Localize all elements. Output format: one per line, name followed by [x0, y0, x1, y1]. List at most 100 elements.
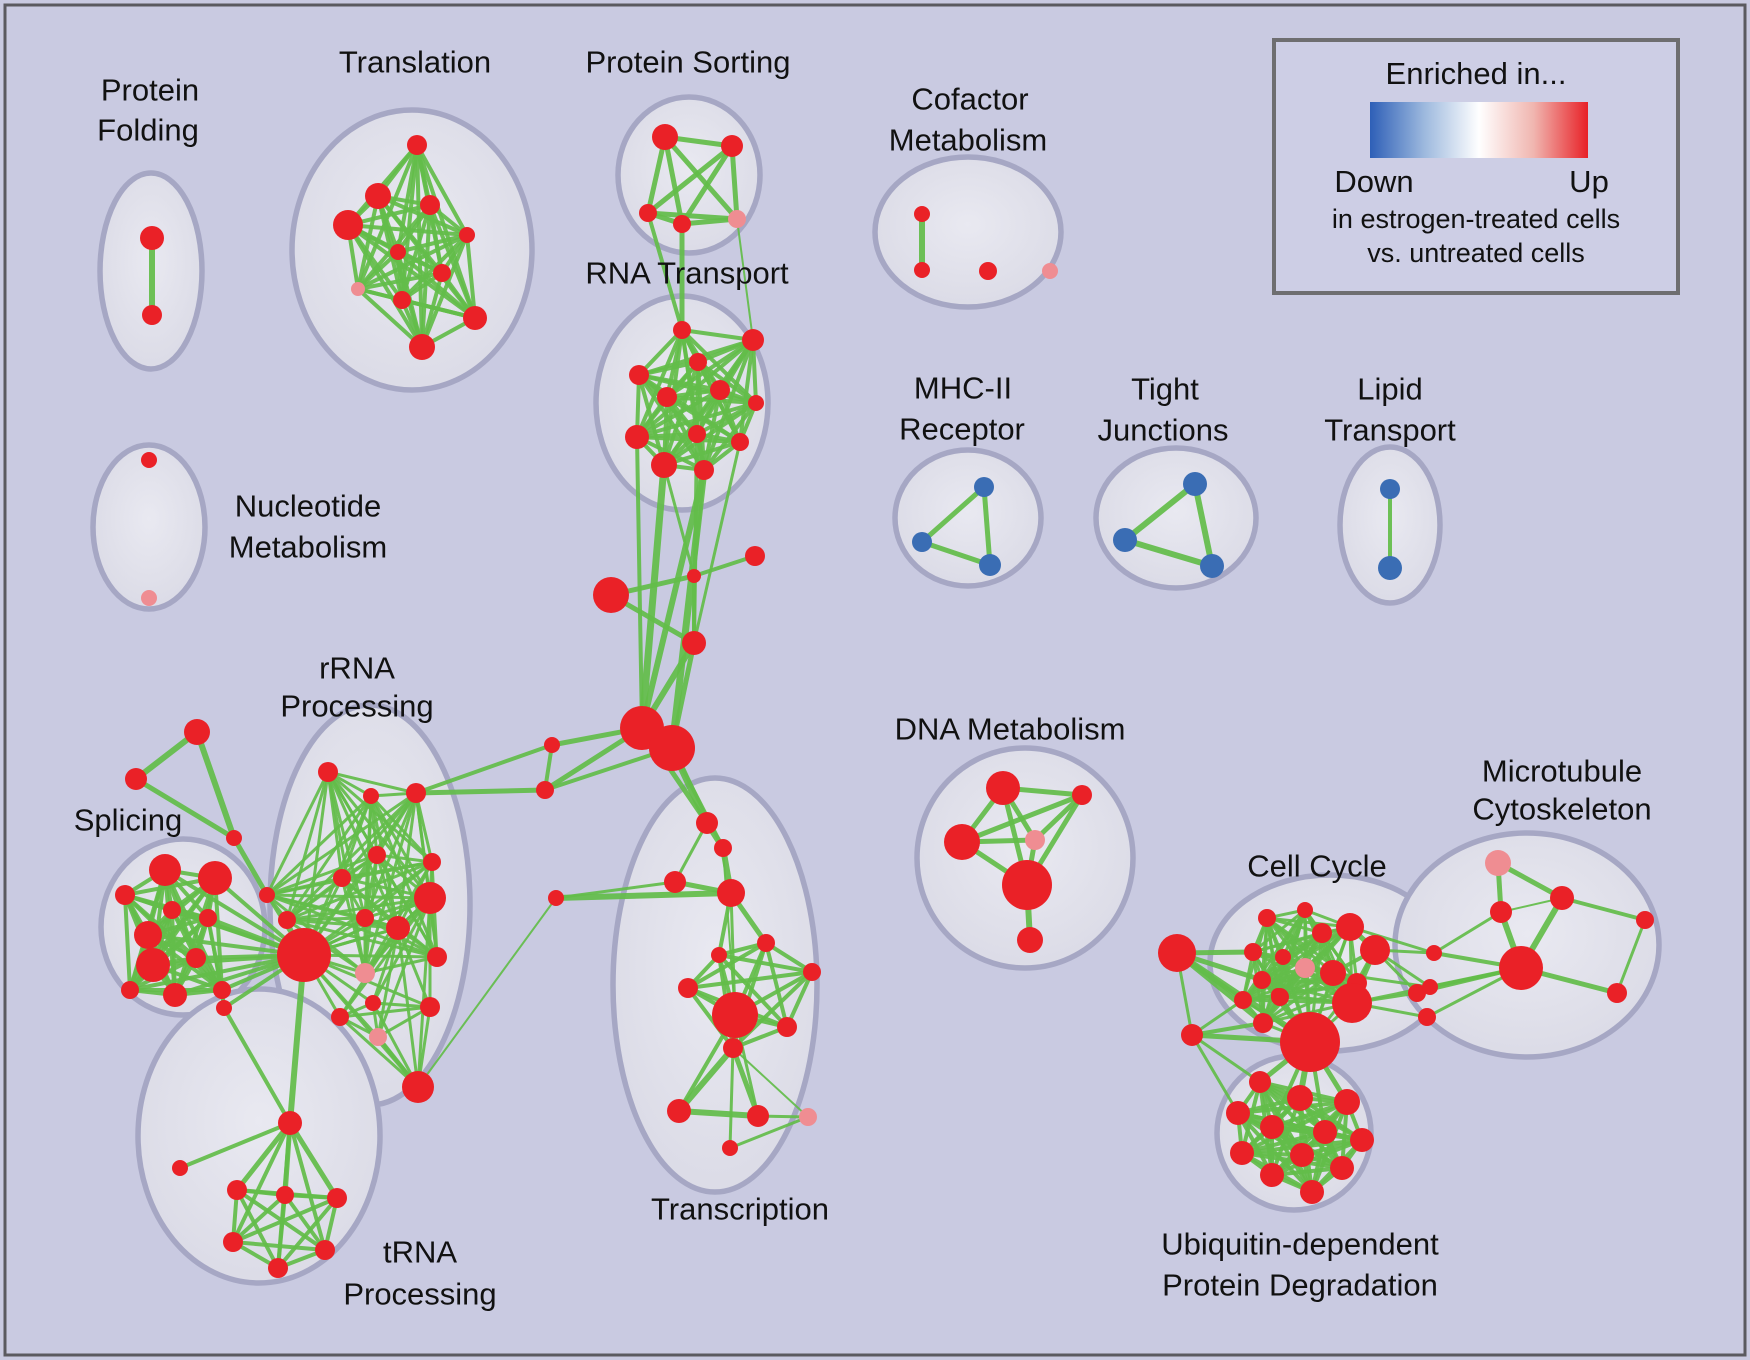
node-bh[interactable]: [277, 928, 331, 982]
node-c8[interactable]: [1295, 958, 1315, 978]
node-b6[interactable]: [1200, 554, 1224, 578]
node-d5[interactable]: [1002, 860, 1052, 910]
node-t9[interactable]: [393, 291, 411, 309]
node-d1[interactable]: [986, 771, 1020, 805]
node-tx15[interactable]: [722, 1140, 738, 1156]
node-sp4[interactable]: [163, 901, 181, 919]
node-u4[interactable]: [1226, 1101, 1250, 1125]
node-pf2[interactable]: [142, 305, 162, 325]
node-tr7[interactable]: [315, 1240, 335, 1260]
node-rre[interactable]: [420, 997, 440, 1017]
node-c1[interactable]: [1158, 934, 1196, 972]
node-u11[interactable]: [1260, 1163, 1284, 1187]
node-sp9[interactable]: [121, 981, 139, 999]
node-m5[interactable]: [1607, 983, 1627, 1003]
node-c4[interactable]: [1312, 923, 1332, 943]
node-b5[interactable]: [1113, 528, 1137, 552]
node-b2[interactable]: [912, 532, 932, 552]
node-tx9[interactable]: [712, 992, 758, 1038]
node-u7[interactable]: [1350, 1128, 1374, 1152]
node-b4[interactable]: [1183, 472, 1207, 496]
node-sp5[interactable]: [199, 909, 217, 927]
node-tx6[interactable]: [711, 947, 727, 963]
node-ps1[interactable]: [652, 124, 678, 150]
node-c13[interactable]: [1234, 991, 1252, 1009]
node-rr3[interactable]: [406, 783, 426, 803]
node-r8[interactable]: [625, 425, 649, 449]
node-rr5[interactable]: [423, 853, 441, 871]
node-u6[interactable]: [1313, 1120, 1337, 1144]
node-sp3[interactable]: [115, 885, 135, 905]
node-cn1[interactable]: [1426, 945, 1442, 961]
node-t7[interactable]: [433, 264, 451, 282]
node-r4[interactable]: [689, 353, 707, 371]
node-b1[interactable]: [974, 477, 994, 497]
node-tr2[interactable]: [172, 1160, 188, 1176]
node-r12[interactable]: [694, 460, 714, 480]
node-ch1[interactable]: [1332, 983, 1372, 1023]
node-m4[interactable]: [1499, 946, 1543, 990]
node-ps4[interactable]: [673, 215, 691, 233]
node-x6[interactable]: [536, 781, 554, 799]
node-tx1[interactable]: [696, 812, 718, 834]
node-tx10[interactable]: [777, 1017, 797, 1037]
node-c15[interactable]: [1253, 1013, 1273, 1033]
node-rr6[interactable]: [333, 869, 351, 887]
node-ps3[interactable]: [639, 204, 657, 222]
node-h2[interactable]: [649, 725, 695, 771]
node-p1[interactable]: [355, 963, 375, 983]
node-u12[interactable]: [1300, 1180, 1324, 1204]
node-tr4[interactable]: [276, 1186, 294, 1204]
node-r6[interactable]: [710, 380, 730, 400]
node-b8[interactable]: [1378, 556, 1402, 580]
node-d4[interactable]: [1025, 830, 1045, 850]
node-c17[interactable]: [1418, 1008, 1436, 1026]
node-cm1[interactable]: [914, 206, 930, 222]
node-r3[interactable]: [629, 365, 649, 385]
node-b7[interactable]: [1380, 479, 1400, 499]
node-tx2[interactable]: [714, 839, 732, 857]
node-tx16[interactable]: [803, 963, 821, 981]
node-tr3[interactable]: [227, 1180, 247, 1200]
node-u2[interactable]: [1287, 1085, 1313, 1111]
node-sp8[interactable]: [186, 948, 206, 968]
node-t8[interactable]: [351, 282, 365, 296]
node-tr6[interactable]: [223, 1232, 243, 1252]
node-ps2[interactable]: [721, 135, 743, 157]
node-tx4[interactable]: [717, 879, 745, 907]
node-n2[interactable]: [141, 590, 157, 606]
node-d2[interactable]: [1072, 785, 1092, 805]
node-c14[interactable]: [1271, 988, 1289, 1006]
node-m3[interactable]: [1490, 901, 1512, 923]
node-r1[interactable]: [673, 321, 691, 339]
node-cn2[interactable]: [1422, 979, 1438, 995]
node-x5[interactable]: [544, 737, 560, 753]
node-sp7[interactable]: [136, 948, 170, 982]
node-rrd[interactable]: [402, 1071, 434, 1103]
node-c9[interactable]: [1320, 960, 1346, 986]
node-tx11[interactable]: [723, 1038, 743, 1058]
node-c7[interactable]: [1275, 949, 1291, 965]
node-sp6[interactable]: [134, 921, 162, 949]
node-t2[interactable]: [365, 183, 391, 209]
node-b3[interactable]: [979, 554, 1001, 576]
node-x1[interactable]: [687, 569, 701, 583]
node-rr7[interactable]: [414, 882, 446, 914]
node-tx8[interactable]: [678, 978, 698, 998]
node-cm3[interactable]: [979, 262, 997, 280]
node-x3[interactable]: [593, 577, 629, 613]
node-rrc[interactable]: [331, 1008, 349, 1026]
node-s1[interactable]: [184, 719, 210, 745]
node-t6[interactable]: [390, 244, 406, 260]
node-cm4[interactable]: [1042, 263, 1058, 279]
node-u9[interactable]: [1290, 1143, 1314, 1167]
node-x4[interactable]: [682, 631, 706, 655]
node-sp11[interactable]: [213, 981, 231, 999]
node-ch2[interactable]: [1280, 1012, 1340, 1072]
node-rrg[interactable]: [365, 995, 381, 1011]
node-p2[interactable]: [369, 1028, 387, 1046]
node-tx12[interactable]: [667, 1099, 691, 1123]
node-c2[interactable]: [1258, 909, 1276, 927]
node-r10[interactable]: [731, 433, 749, 451]
node-cm2[interactable]: [914, 262, 930, 278]
